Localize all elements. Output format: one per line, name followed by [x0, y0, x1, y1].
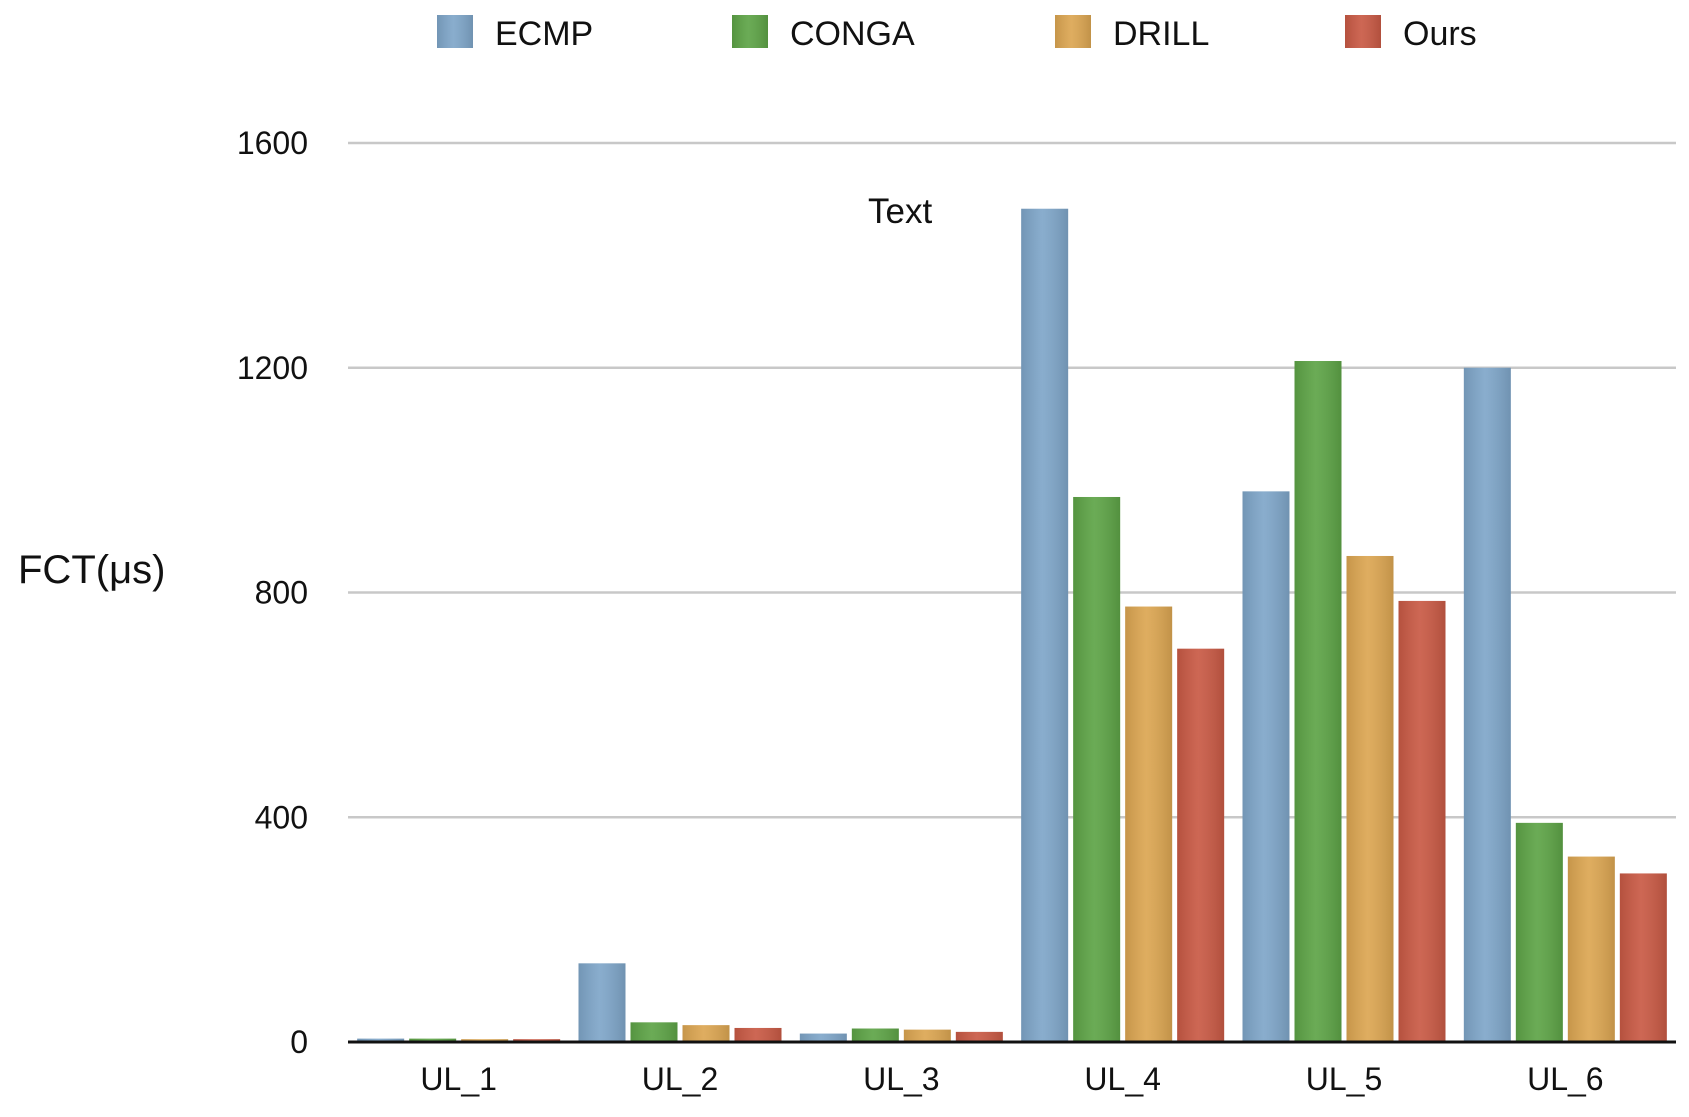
bar-shading	[1346, 555, 1394, 1042]
bar-shading	[1515, 822, 1563, 1042]
y-tick-label: 800	[255, 575, 308, 611]
bar-shading	[799, 1033, 847, 1042]
axes: 0 400 800 1200 1600 UL_1 UL_2 UL_3 UL_4 UL_5 UL_6	[237, 125, 1676, 1097]
bar-shading	[734, 1027, 782, 1042]
bar-shading	[682, 1025, 730, 1042]
bar-shading	[1619, 873, 1667, 1042]
bar-shading	[409, 1038, 457, 1042]
bar-shading	[1177, 648, 1225, 1042]
bar-shading	[1242, 491, 1290, 1042]
legend: ECMP CONGA DRILL Ours	[437, 15, 1477, 53]
bar-shading	[851, 1028, 899, 1042]
bar-shading	[1125, 606, 1173, 1042]
y-axis-label: FCT(μs)	[18, 548, 165, 592]
bar-shading	[903, 1029, 951, 1042]
bar-shading	[1463, 367, 1511, 1042]
legend-swatch-shading	[1055, 15, 1091, 48]
annotation-text: Text	[868, 192, 932, 231]
legend-swatch-shading	[1345, 15, 1381, 48]
y-tick-label: 1600	[237, 125, 308, 161]
legend-label-ecmp: ECMP	[495, 15, 593, 53]
y-tick-label: 400	[255, 799, 308, 835]
bar-shading	[1398, 600, 1446, 1042]
legend-label-ours: Ours	[1403, 15, 1477, 53]
bar-shading	[1021, 208, 1069, 1042]
bar-shading	[630, 1022, 678, 1042]
legend-label-drill: DRILL	[1113, 15, 1209, 53]
bar-shading	[1294, 361, 1342, 1042]
x-tick-label: UL_1	[420, 1061, 497, 1097]
legend-swatch-shading	[732, 15, 768, 48]
x-tick-label: UL_2	[642, 1061, 719, 1097]
bar-shading	[1567, 856, 1615, 1042]
x-tick-label: UL_6	[1527, 1061, 1604, 1097]
x-tick-label: UL_4	[1084, 1061, 1161, 1097]
bars	[357, 208, 1667, 1042]
y-tick-label: 1200	[237, 350, 308, 386]
legend-label-conga: CONGA	[790, 15, 915, 53]
legend-swatch-shading	[437, 15, 473, 48]
x-tick-label: UL_3	[863, 1061, 940, 1097]
y-tick-label: 0	[290, 1024, 308, 1060]
bar-shading	[578, 963, 626, 1042]
bar-shading	[1073, 496, 1121, 1042]
x-tick-label: UL_5	[1306, 1061, 1383, 1097]
grid-lines	[348, 141, 1676, 819]
bar-shading	[955, 1031, 1003, 1042]
bar-shading	[357, 1038, 405, 1042]
